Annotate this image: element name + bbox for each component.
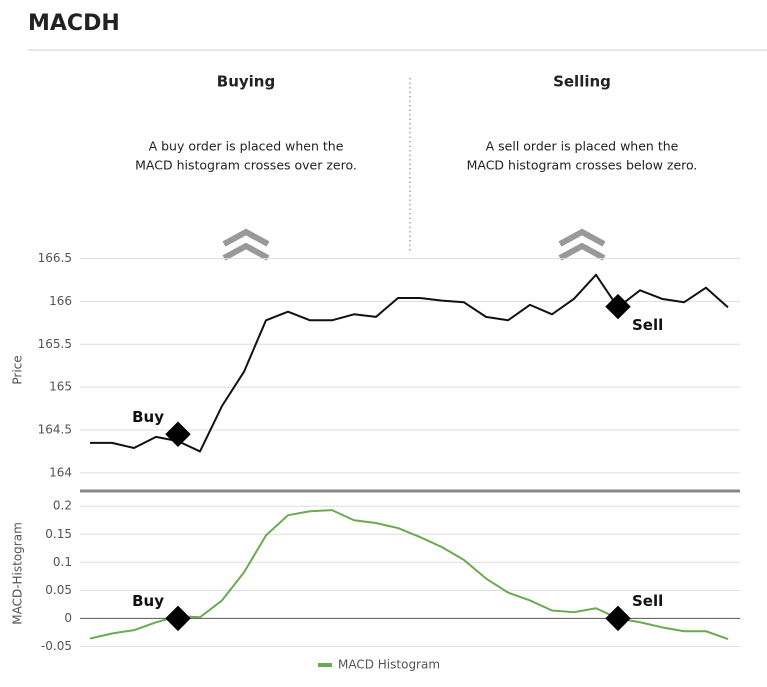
y-tick-label: 166.5 [38, 251, 72, 265]
y-tick-label: 164 [49, 465, 72, 479]
marker-label: Sell [632, 316, 663, 334]
y-tick-label: 0.15 [45, 527, 72, 541]
y-tick-label: 165 [49, 380, 72, 394]
signal-marker [605, 293, 631, 320]
marker-label: Sell [632, 592, 663, 610]
signal-marker [165, 605, 191, 632]
signal-marker [605, 605, 631, 632]
page-title: MACDH [28, 11, 120, 36]
y-tick-label: 0.1 [53, 555, 72, 569]
y-axis-label: MACD-Histogram [11, 522, 25, 625]
y-tick-label: 166 [49, 294, 72, 308]
legend-label: MACD Histogram [338, 658, 440, 672]
column-heading: Buying [217, 73, 275, 91]
up-icon [222, 228, 606, 261]
column-text: A sell order is placed when the [486, 139, 679, 154]
y-tick-label: 0.2 [53, 499, 72, 513]
marker-label: Buy [132, 592, 164, 610]
marker-label: Buy [132, 408, 164, 426]
y-tick-label: -0.05 [41, 639, 72, 653]
y-tick-label: 0.05 [45, 583, 72, 597]
column-heading: Selling [553, 73, 611, 91]
column-text: MACD histogram crosses over zero. [135, 158, 357, 173]
y-tick-label: 164.5 [38, 423, 72, 437]
y-tick-label: 0 [64, 611, 72, 625]
column-text: A buy order is placed when the [149, 139, 344, 154]
y-axis-label: Price [11, 355, 25, 384]
column-text: MACD histogram crosses below zero. [467, 158, 698, 173]
signal-marker [165, 421, 191, 448]
y-tick-label: 165.5 [38, 337, 72, 351]
